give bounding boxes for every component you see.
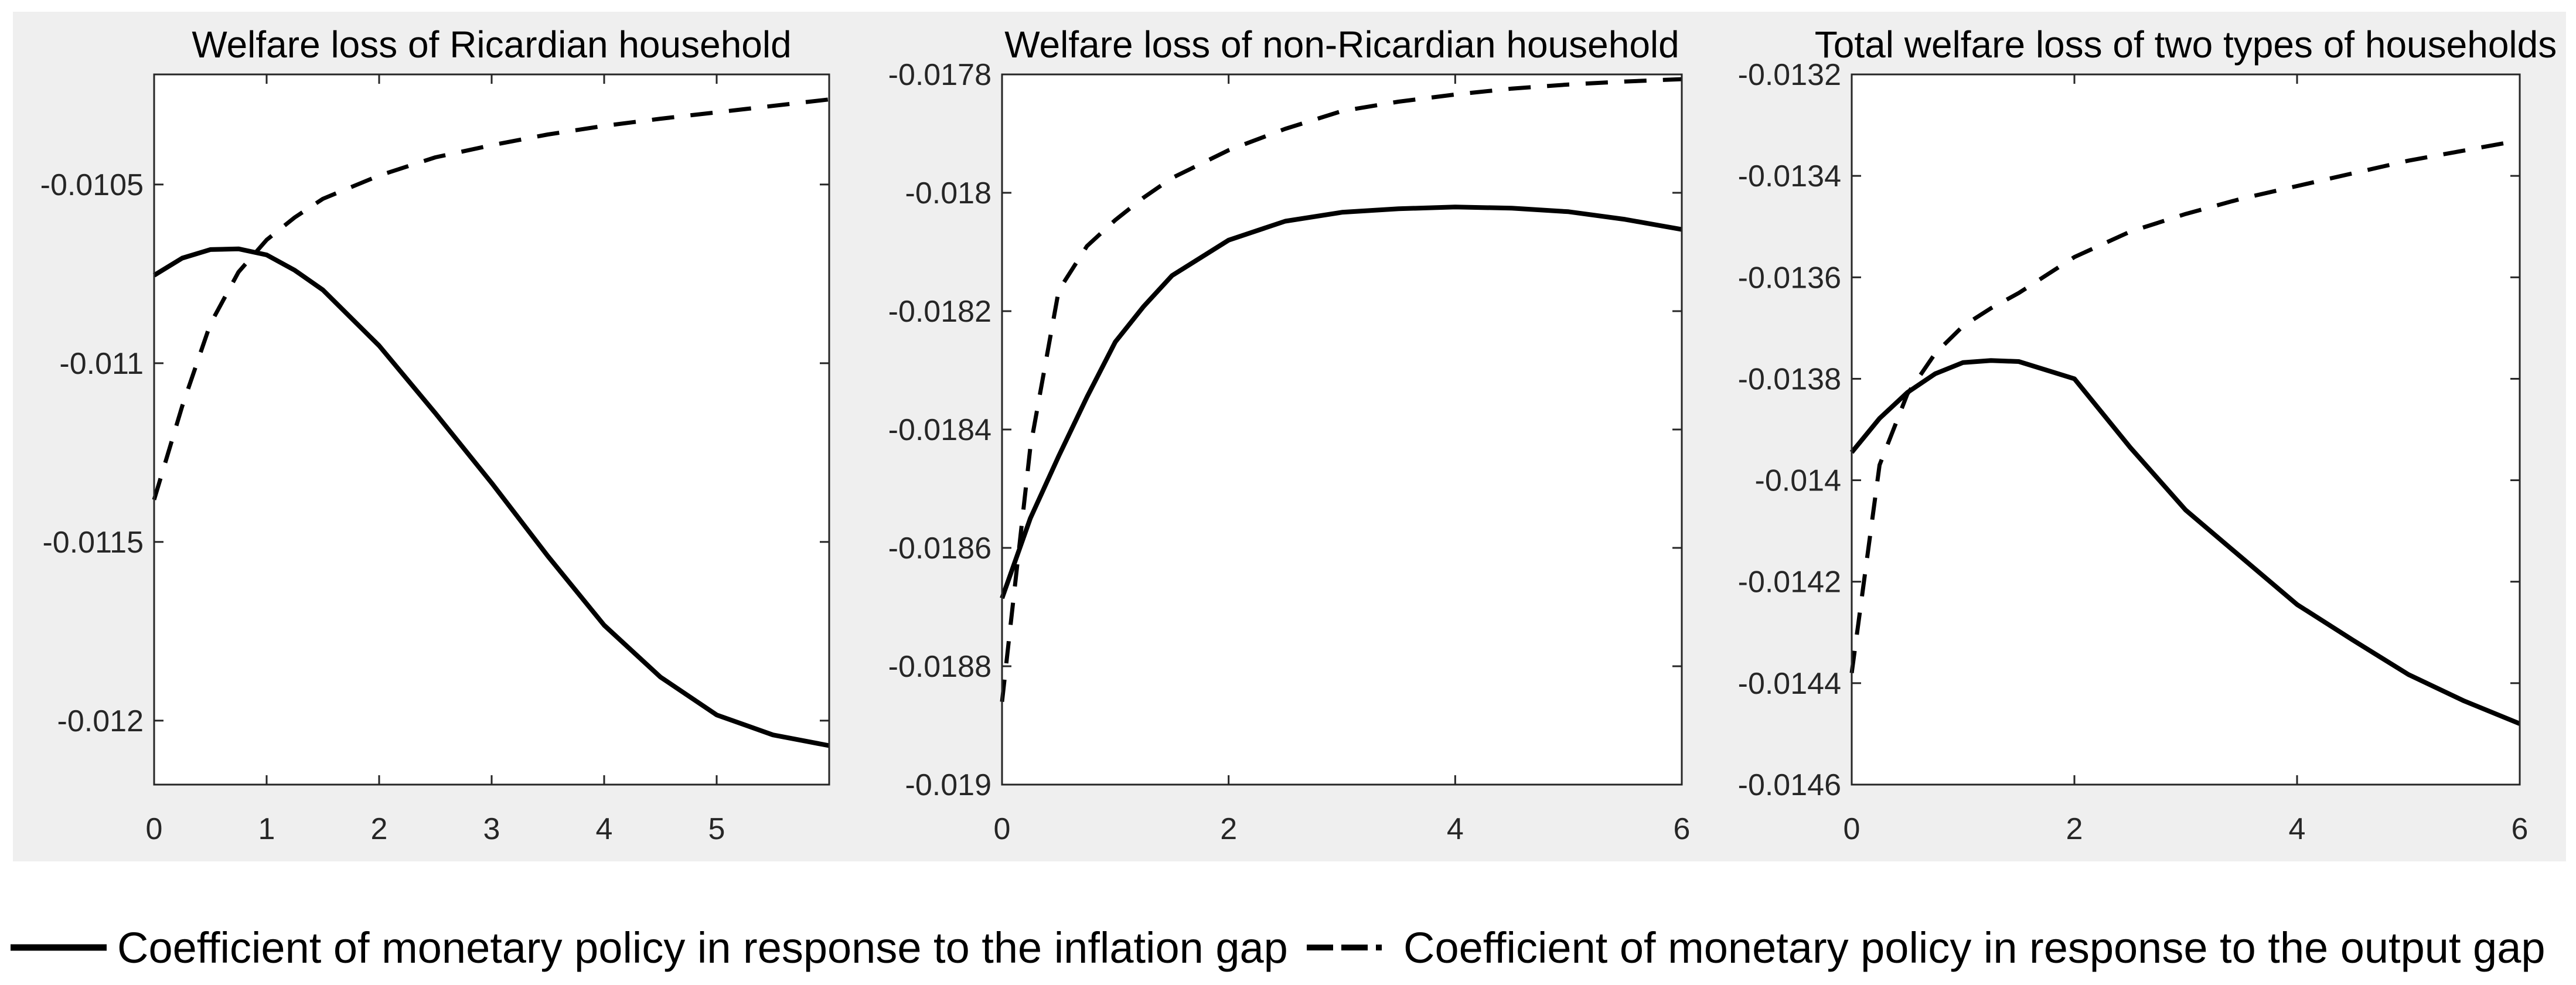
series-output-gap-line (152, 97, 830, 500)
y-tick-label: -0.0182 (888, 295, 991, 329)
x-tick-label: 4 (1447, 812, 1464, 846)
panel-total-households: 0 2 4 6 -0.0132 -0.0134 -0.0136 -0.0138 -0.014 -0… (1738, 23, 2557, 846)
series-output-gap-line (1849, 138, 2520, 673)
y-tick-label: -0.0144 (1738, 667, 1841, 701)
plot-area (154, 74, 829, 785)
x-tick-label: 6 (2512, 812, 2529, 846)
y-tick-label: -0.0138 (1738, 362, 1841, 396)
plot-area (1002, 74, 1682, 785)
y-tick-label: -0.014 (1755, 464, 1841, 498)
legend: Coefficient of monetary policy in respon… (11, 923, 2546, 972)
x-tick-label: 4 (596, 812, 613, 846)
y-tick-label: -0.0132 (1738, 58, 1841, 92)
panel-title: Total welfare loss of two types of house… (1815, 23, 2557, 66)
x-tick-label: 0 (1844, 812, 1861, 846)
axis-box (1001, 73, 1683, 786)
y-tick-label: -0.019 (905, 768, 991, 802)
panel-title: Welfare loss of Ricardian household (192, 23, 791, 66)
y-tick-label: -0.0186 (888, 531, 991, 565)
x-tick-label: 2 (2066, 812, 2083, 846)
x-tick-label: 6 (1674, 812, 1691, 846)
y-tick-label: -0.0146 (1738, 768, 1841, 802)
y-tick-label: -0.012 (57, 704, 144, 738)
x-tick-label: 0 (994, 812, 1011, 846)
y-tick-label: -0.0115 (42, 526, 144, 560)
x-tick-label: 5 (708, 812, 725, 846)
axis-box (153, 73, 830, 786)
y-tick-label: -0.011 (59, 347, 144, 381)
series-inflation-gap-line (152, 246, 830, 748)
legend-label: Coefficient of monetary policy in respon… (117, 923, 1288, 972)
y-tick-label: -0.0184 (888, 413, 991, 447)
y-tick-label: -0.0188 (888, 650, 991, 684)
y-tick-label: -0.0178 (888, 58, 991, 92)
series-output-gap-line (1000, 77, 1682, 702)
plot-area (1852, 74, 2520, 785)
x-tick-label: 1 (258, 812, 275, 846)
x-tick-label: 2 (371, 812, 388, 846)
y-tick-label: -0.018 (905, 176, 991, 210)
panel-title: Welfare loss of non-Ricardian household (1004, 23, 1679, 66)
series-inflation-gap-line (1000, 205, 1682, 599)
x-tick-label: 2 (1220, 812, 1237, 846)
x-tick-label: 4 (2289, 812, 2306, 846)
legend-label: Coefficient of monetary policy in respon… (1403, 923, 2546, 972)
panel-non-ricardian-household: 0 2 4 6 -0.0178 -0.018 -0.0182 -0.0184 -0.0186 -0… (888, 23, 1691, 846)
y-tick-label: -0.0134 (1738, 159, 1841, 193)
x-tick-label: 0 (146, 812, 163, 846)
y-tick-label: -0.0142 (1738, 565, 1841, 599)
x-tick-label: 3 (483, 812, 500, 846)
y-tick-label: -0.0136 (1738, 261, 1841, 295)
axis-box (1851, 73, 2521, 786)
panel-ricardian-household: 0 1 2 3 4 5 -0.0105 -0.011 -0.0115 -0.012 Welfare … (40, 23, 830, 846)
series-inflation-gap-line (1849, 358, 2521, 726)
y-tick-label: -0.0105 (40, 168, 144, 202)
